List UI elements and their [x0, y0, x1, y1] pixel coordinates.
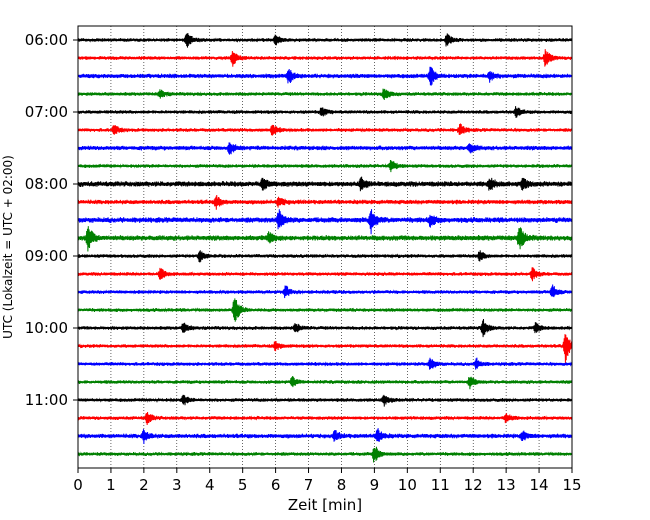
trace-row — [77, 176, 573, 192]
x-tick-label: 7 — [304, 476, 314, 494]
trace-row — [77, 123, 573, 136]
trace-row — [77, 376, 573, 390]
x-tick-label: 5 — [238, 476, 248, 494]
y-axis-label: UTC (Lokalzeit = UTC + 02:00) — [1, 155, 15, 339]
trace-row — [77, 194, 573, 210]
trace-row — [77, 250, 573, 263]
trace-row — [77, 267, 573, 282]
trace-row — [77, 357, 573, 370]
x-axis-label: Zeit [min] — [288, 496, 362, 514]
trace-row — [77, 209, 573, 235]
y-axis: 06:00 07:00 08:00 09:00 10:00 11:00 — [25, 31, 78, 409]
y-tick-label: 06:00 — [25, 31, 68, 49]
y-tick-label: 08:00 — [25, 175, 68, 193]
x-tick-label: 11 — [431, 476, 450, 494]
x-tick-label: 3 — [172, 476, 182, 494]
y-tick-label: 10:00 — [25, 319, 68, 337]
x-tick-label: 6 — [271, 476, 281, 494]
trace-row — [77, 446, 573, 463]
trace-row — [77, 319, 573, 338]
x-tick-label: 1 — [106, 476, 116, 494]
trace-row — [77, 226, 573, 252]
x-tick-label: 0 — [73, 476, 83, 494]
x-tick-label: 8 — [337, 476, 347, 494]
x-tick-label: 14 — [530, 476, 549, 494]
x-tick-label: 2 — [139, 476, 149, 494]
x-axis: 0 1 2 3 4 5 6 7 8 9 10 11 12 13 14 15 — [73, 468, 582, 494]
y-tick-label: 07:00 — [25, 103, 68, 121]
trace-rows — [77, 33, 573, 463]
x-tick-label: 12 — [464, 476, 483, 494]
trace-row — [77, 33, 573, 48]
trace-row — [77, 428, 573, 444]
trace-row — [77, 142, 573, 155]
x-tick-label: 13 — [497, 476, 516, 494]
trace-row — [77, 88, 573, 101]
plot-frame — [77, 25, 573, 469]
grid-lines — [110, 26, 540, 468]
y-tick-label: 09:00 — [25, 247, 68, 265]
trace-row — [77, 394, 573, 407]
trace-row — [77, 66, 573, 86]
trace-row — [77, 334, 573, 364]
x-tick-label: 4 — [205, 476, 215, 494]
y-tick-label: 11:00 — [25, 391, 68, 409]
trace-row — [77, 49, 573, 67]
trace-row — [77, 412, 573, 426]
x-tick-label: 15 — [562, 476, 581, 494]
trace-row — [77, 106, 573, 118]
trace-row — [77, 298, 573, 322]
x-tick-label: 10 — [398, 476, 417, 494]
x-tick-label: 9 — [370, 476, 380, 494]
trace-row — [77, 284, 573, 299]
trace-row — [77, 160, 573, 173]
